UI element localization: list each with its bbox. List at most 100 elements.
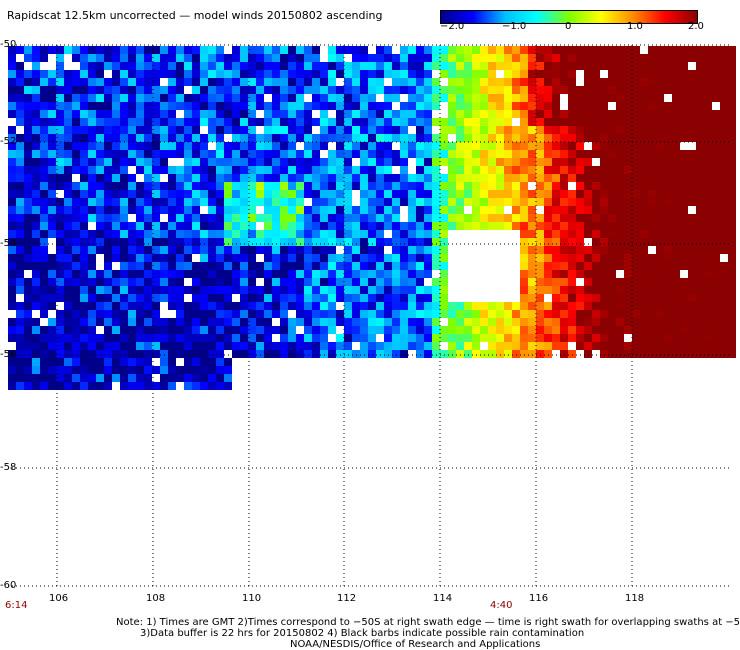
wind-cell <box>48 158 56 166</box>
wind-cell <box>312 206 320 214</box>
wind-cell <box>256 166 264 174</box>
wind-cell <box>136 94 144 102</box>
wind-cell <box>608 158 616 166</box>
wind-cell <box>280 294 288 302</box>
wind-cell <box>136 62 144 70</box>
wind-cell <box>232 46 240 54</box>
wind-cell <box>720 94 728 102</box>
wind-cell <box>192 134 200 142</box>
wind-cell <box>264 150 272 158</box>
wind-cell <box>552 158 560 166</box>
lat-label: -52 <box>0 136 17 147</box>
wind-cell <box>688 350 696 358</box>
wind-cell <box>536 198 544 206</box>
wind-cell <box>672 62 680 70</box>
wind-cell <box>632 254 640 262</box>
wind-cell <box>312 102 320 110</box>
wind-cell <box>448 46 456 54</box>
wind-cell <box>264 342 272 350</box>
wind-cell <box>112 190 120 198</box>
wind-cell <box>544 62 552 70</box>
wind-cell <box>144 238 152 246</box>
wind-cell <box>424 342 432 350</box>
wind-cell <box>544 102 552 110</box>
wind-cell <box>200 358 208 366</box>
wind-cell <box>376 150 384 158</box>
wind-cell <box>184 358 192 366</box>
wind-cell <box>136 206 144 214</box>
wind-cell <box>264 126 272 134</box>
wind-cell <box>80 222 88 230</box>
wind-cell <box>280 334 288 342</box>
wind-cell <box>40 302 48 310</box>
wind-cell <box>40 182 48 190</box>
wind-cell <box>24 262 32 270</box>
wind-cell <box>328 278 336 286</box>
wind-cell <box>168 334 176 342</box>
wind-cell <box>24 126 32 134</box>
wind-cell <box>224 366 232 374</box>
wind-cell <box>304 102 312 110</box>
wind-cell <box>472 78 480 86</box>
wind-cell <box>448 222 456 230</box>
wind-cell <box>616 126 624 134</box>
wind-cell <box>704 134 712 142</box>
wind-cell <box>624 238 632 246</box>
wind-cell <box>640 286 648 294</box>
wind-cell <box>624 150 632 158</box>
wind-cell <box>576 214 584 222</box>
wind-cell <box>568 294 576 302</box>
wind-cell <box>552 118 560 126</box>
wind-cell <box>440 254 448 262</box>
wind-cell <box>136 238 144 246</box>
wind-cell <box>360 326 368 334</box>
wind-cell <box>656 310 664 318</box>
wind-cell <box>528 118 536 126</box>
wind-cell <box>464 62 472 70</box>
wind-cell <box>272 198 280 206</box>
wind-cell <box>16 222 24 230</box>
wind-cell <box>88 286 96 294</box>
wind-cell <box>704 238 712 246</box>
wind-cell <box>192 318 200 326</box>
wind-cell <box>432 222 440 230</box>
wind-cell <box>432 238 440 246</box>
wind-cell <box>176 118 184 126</box>
wind-cell <box>408 118 416 126</box>
wind-cell <box>48 294 56 302</box>
wind-cell <box>640 158 648 166</box>
wind-cell <box>336 310 344 318</box>
wind-cell <box>200 382 208 390</box>
wind-cell <box>160 110 168 118</box>
wind-cell <box>712 70 720 78</box>
wind-cell <box>80 198 88 206</box>
wind-cell <box>568 350 576 358</box>
wind-cell <box>280 270 288 278</box>
wind-cell <box>56 310 64 318</box>
wind-cell <box>96 342 104 350</box>
wind-cell <box>384 262 392 270</box>
wind-cell <box>696 182 704 190</box>
wind-cell <box>704 78 712 86</box>
wind-cell <box>32 142 40 150</box>
wind-cell <box>128 358 136 366</box>
wind-cell <box>568 158 576 166</box>
wind-cell <box>408 94 416 102</box>
wind-cell <box>528 310 536 318</box>
wind-cell <box>448 102 456 110</box>
wind-cell <box>192 182 200 190</box>
wind-cell <box>64 102 72 110</box>
wind-cell <box>160 326 168 334</box>
wind-cell <box>584 198 592 206</box>
wind-cell <box>272 134 280 142</box>
wind-cell <box>72 294 80 302</box>
wind-cell <box>504 174 512 182</box>
wind-cell <box>144 182 152 190</box>
wind-cell <box>216 158 224 166</box>
wind-cell <box>240 318 248 326</box>
wind-cell <box>360 94 368 102</box>
wind-cell <box>96 374 104 382</box>
wind-cell <box>488 206 496 214</box>
wind-cell <box>664 190 672 198</box>
wind-cell <box>344 142 352 150</box>
